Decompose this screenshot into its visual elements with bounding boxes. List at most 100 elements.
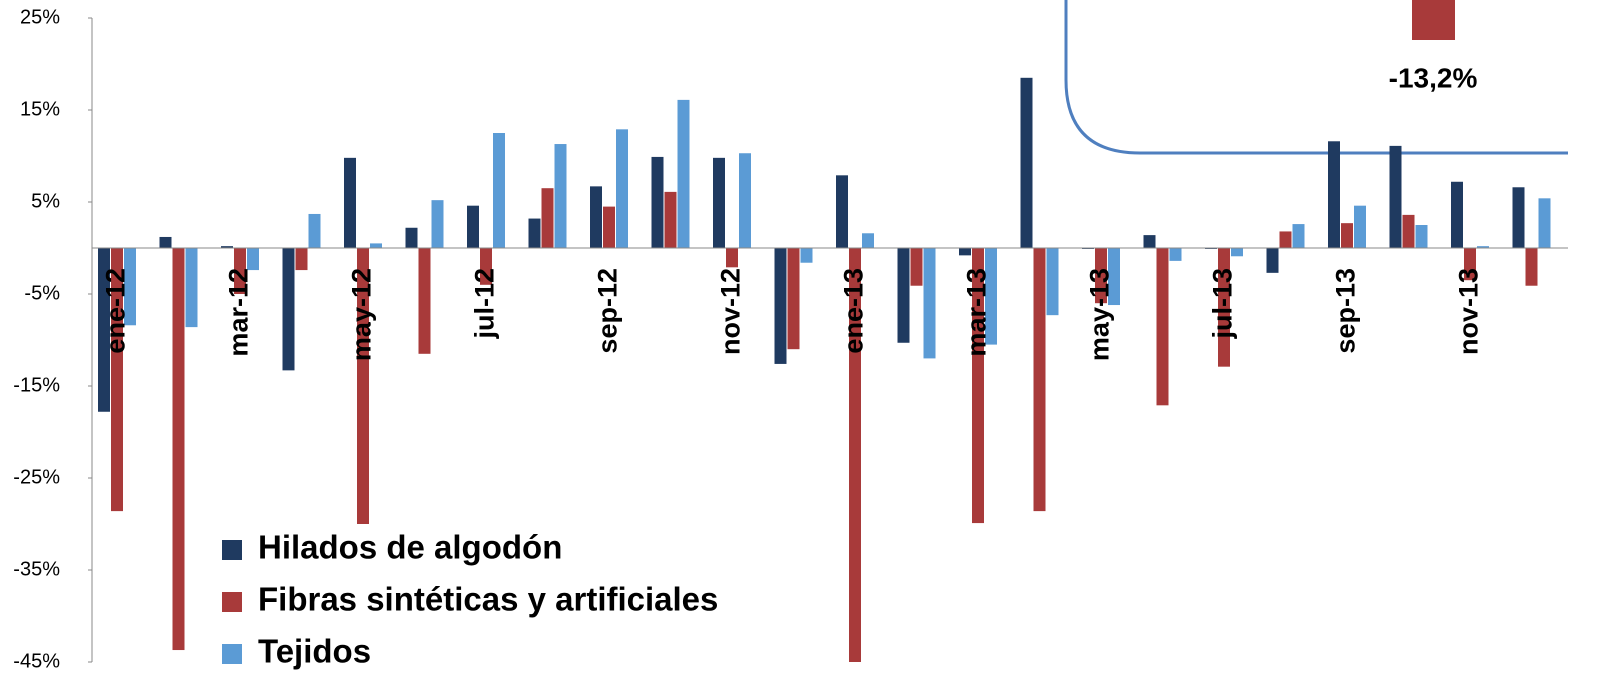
bar [1415, 225, 1428, 248]
legend-swatch [222, 592, 242, 612]
bar [603, 206, 615, 248]
bar [418, 248, 431, 354]
y-tick-label: -45% [13, 650, 60, 672]
bar [1538, 198, 1551, 248]
bar [1266, 248, 1279, 273]
bar [431, 200, 444, 248]
bar [467, 205, 479, 248]
x-tick-label: ene-13 [839, 268, 869, 354]
bar [836, 175, 848, 248]
bar [726, 248, 738, 268]
bar [1292, 224, 1305, 248]
bar [111, 248, 123, 512]
x-tick-label: nov-13 [1454, 268, 1484, 355]
bar [1464, 248, 1476, 281]
y-tick-label: -35% [13, 558, 60, 580]
bar [1451, 181, 1463, 248]
legend-swatch [222, 644, 242, 664]
y-tick-label: -15% [13, 374, 60, 396]
y-tick-label: 5% [31, 190, 60, 212]
bar [221, 246, 233, 248]
bar [98, 248, 110, 412]
bar [985, 248, 997, 345]
callout-bar [1412, 0, 1455, 40]
bar [234, 248, 246, 294]
bar [800, 248, 813, 263]
bar [1402, 214, 1415, 248]
bar [124, 248, 136, 326]
bar [370, 243, 382, 248]
bar [713, 157, 725, 248]
bar [528, 218, 541, 248]
bar [849, 248, 861, 662]
bar [959, 248, 971, 256]
bar [677, 99, 690, 248]
y-tick-label: -25% [13, 466, 60, 488]
x-tick-label: may-13 [1085, 268, 1115, 361]
bar [1512, 187, 1525, 248]
x-tick-label: sep-13 [1331, 268, 1361, 354]
bar [1156, 248, 1169, 406]
bar [1218, 248, 1230, 367]
x-tick-label: nov-12 [716, 268, 746, 355]
annotation: -13,2% [1389, 62, 1478, 93]
bar [1143, 235, 1156, 248]
bar [172, 248, 185, 651]
bar [664, 191, 677, 248]
bar [1095, 248, 1107, 304]
x-tick-label: sep-12 [593, 268, 623, 354]
bar [910, 248, 923, 286]
legend-swatch [222, 540, 242, 560]
x-tick-label: mar-12 [224, 268, 254, 357]
bar [897, 248, 910, 343]
x-tick-label: jul-13 [1208, 268, 1238, 340]
bar [282, 248, 295, 371]
bar [1169, 248, 1182, 261]
x-tick-label: ene-12 [101, 268, 131, 354]
y-tick-label: -5% [24, 282, 60, 304]
bar [247, 248, 259, 271]
bar [1354, 205, 1366, 248]
bars [98, 77, 1551, 662]
bar [1525, 248, 1538, 286]
x-tick-label: may-12 [347, 268, 377, 361]
bar [787, 248, 800, 350]
legend-label: Hilados de algodón [258, 529, 562, 566]
bar [972, 248, 984, 524]
y-tick-label: 15% [20, 98, 60, 120]
bar [357, 248, 369, 524]
bar [344, 157, 356, 248]
x-tick-label: jul-12 [470, 268, 500, 340]
bar [480, 248, 492, 285]
bar [1231, 248, 1243, 257]
bar [541, 188, 554, 248]
bar [739, 153, 751, 248]
bar [616, 129, 628, 248]
bar [1020, 77, 1033, 248]
bar [405, 227, 418, 248]
bar [651, 156, 664, 248]
bar [1341, 223, 1353, 248]
legend-label: Fibras sintéticas y artificiales [258, 581, 718, 618]
bar [1279, 231, 1292, 248]
bar [862, 233, 874, 248]
bar [185, 248, 198, 328]
bar [1328, 141, 1340, 248]
bar [774, 248, 787, 364]
bar [1108, 248, 1120, 306]
legend-label: Tejidos [258, 633, 371, 670]
bar [295, 248, 308, 271]
bar [1046, 248, 1059, 316]
bar [159, 236, 172, 248]
bar [1389, 145, 1402, 248]
x-tick-label: mar-13 [962, 268, 992, 357]
y-tick-label: 25% [20, 6, 60, 28]
bar [493, 133, 505, 248]
bar [1033, 248, 1046, 512]
bar [923, 248, 936, 359]
bar [554, 144, 567, 248]
bar [308, 213, 321, 248]
bar [590, 186, 602, 248]
bar [1477, 246, 1489, 248]
